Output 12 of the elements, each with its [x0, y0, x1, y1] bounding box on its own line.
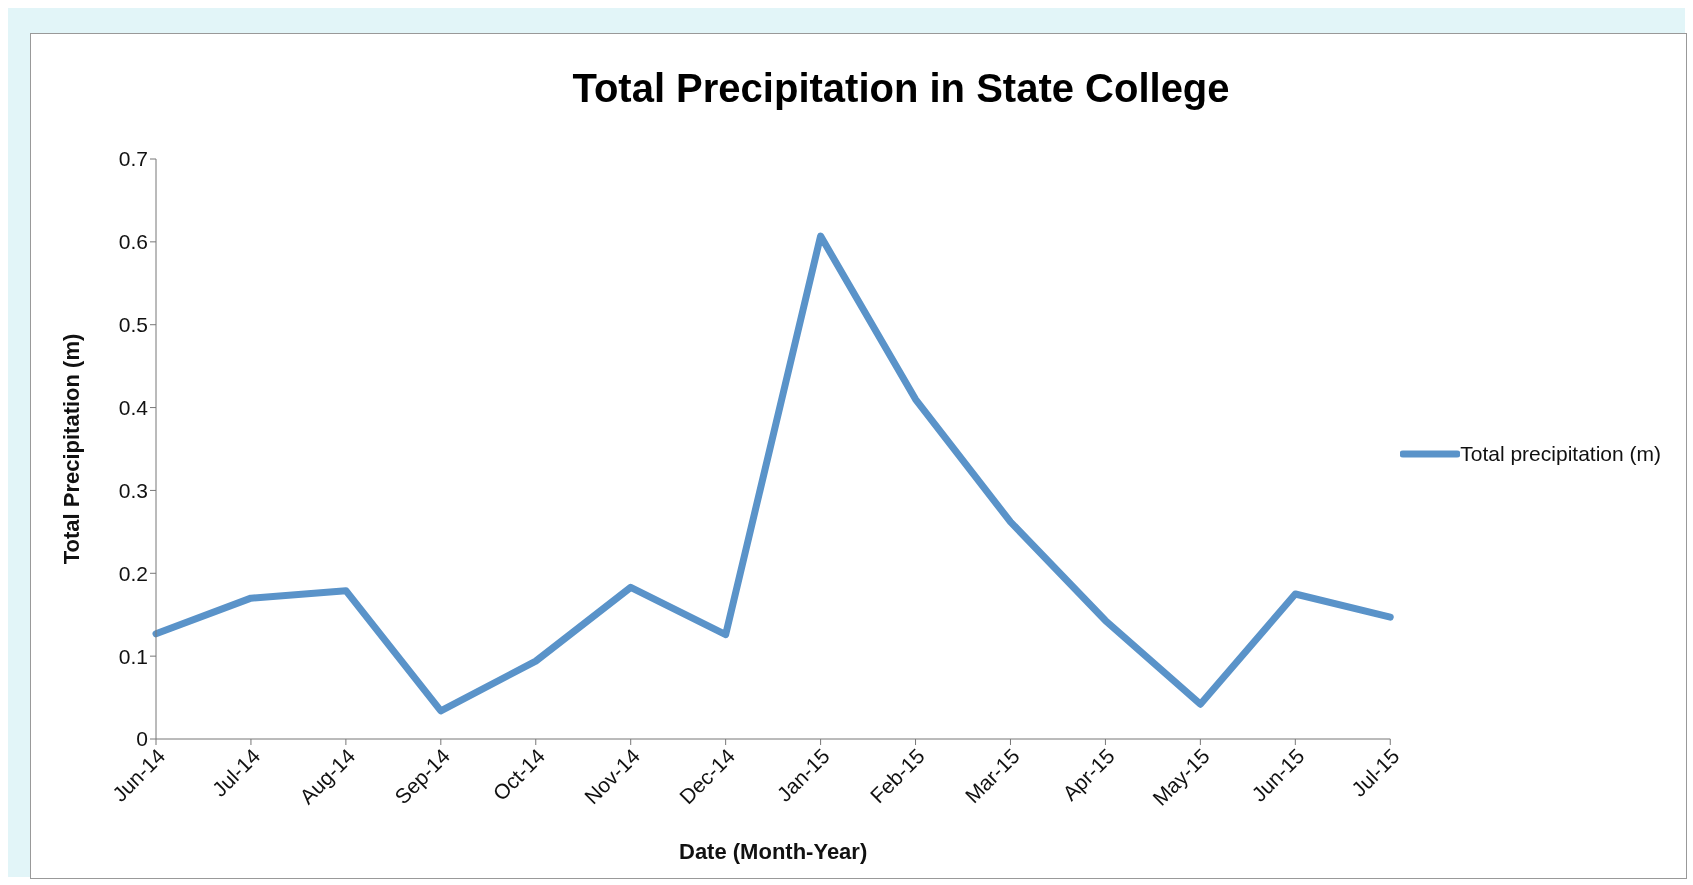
y-tick-label: 0.5 — [118, 313, 148, 337]
chart-title: Total Precipitation in State College — [571, 66, 1231, 111]
x-axis-title: Date (Month-Year) — [679, 839, 868, 864]
y-tick-label: 0.7 — [118, 147, 148, 171]
y-tick-label: 0.4 — [118, 396, 149, 420]
y-axis-title: Total Precipitation (m) — [58, 333, 84, 565]
y-tick-label: 0.3 — [118, 478, 148, 502]
y-tick-label: 0 — [136, 727, 148, 751]
y-tick-label: 0.6 — [118, 230, 148, 254]
y-tick-label: 0.1 — [118, 644, 148, 668]
y-tick-label: 0.2 — [118, 561, 148, 585]
legend-label: Total precipitation (m) — [1460, 442, 1661, 466]
